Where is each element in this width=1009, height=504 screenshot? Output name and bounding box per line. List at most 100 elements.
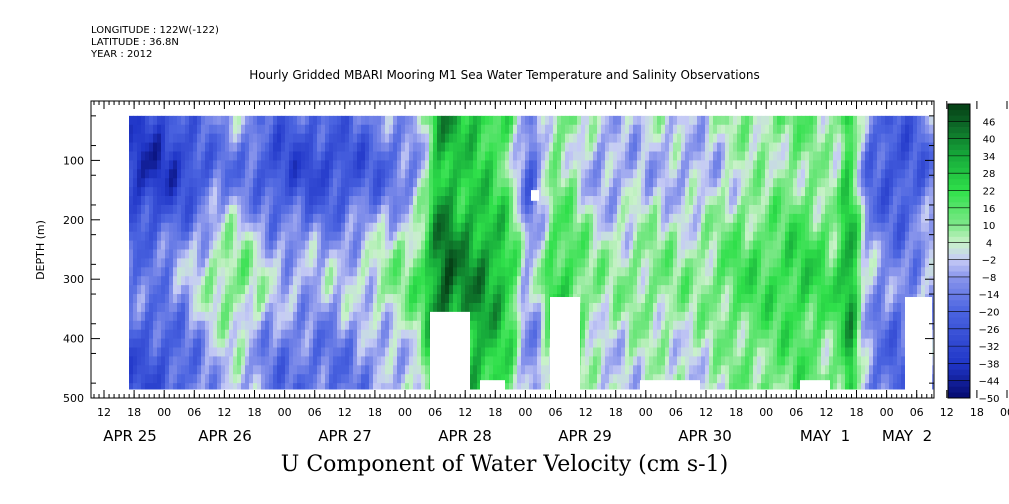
heatmap-cell <box>197 311 202 322</box>
heatmap-cell <box>181 276 186 286</box>
heatmap-cell <box>381 329 386 339</box>
heatmap-cell <box>261 374 266 384</box>
heatmap-cell <box>497 365 502 375</box>
heatmap-cell <box>361 374 366 384</box>
heatmap-cell <box>169 383 174 390</box>
heatmap-cell <box>333 213 338 224</box>
heatmap-cell <box>421 338 426 348</box>
heatmap-cell <box>457 151 462 161</box>
heatmap-cell <box>289 302 294 313</box>
heatmap-cell <box>461 240 466 250</box>
heatmap-cell <box>269 222 274 233</box>
heatmap-cell <box>701 302 706 313</box>
heatmap-cell <box>325 151 330 161</box>
heatmap-cell <box>409 124 414 135</box>
heatmap-cell <box>453 294 458 304</box>
heatmap-cell <box>713 151 718 161</box>
heatmap-cell <box>253 160 258 170</box>
heatmap-cell <box>509 160 514 170</box>
heatmap-cell <box>249 124 254 135</box>
heatmap-cell <box>537 311 542 322</box>
heatmap-cell <box>577 222 582 233</box>
heatmap-cell <box>229 124 234 135</box>
heatmap-cell <box>509 222 514 233</box>
heatmap-cell <box>241 142 246 152</box>
heatmap-cell <box>257 133 262 143</box>
heatmap-cell <box>197 142 202 152</box>
heatmap-cell <box>161 240 166 250</box>
heatmap-cell <box>577 178 582 188</box>
heatmap-cell <box>725 142 730 152</box>
heatmap-cell <box>717 133 722 143</box>
heatmap-cell <box>181 222 186 233</box>
heatmap-cell <box>537 178 542 188</box>
heatmap-cell <box>141 222 146 233</box>
heatmap-cell <box>401 178 406 188</box>
heatmap-cell <box>693 285 698 295</box>
heatmap-cell <box>249 258 254 268</box>
heatmap-cell <box>161 285 166 295</box>
heatmap-cell <box>417 285 422 295</box>
heatmap-cell <box>701 356 706 366</box>
heatmap-cell <box>669 169 674 179</box>
heatmap-cell <box>769 347 774 357</box>
heatmap-cell <box>425 347 430 357</box>
heatmap-cell <box>341 196 346 206</box>
heatmap-cell <box>677 365 682 375</box>
heatmap-cell <box>337 160 342 170</box>
heatmap-cell <box>749 213 754 224</box>
heatmap-cell <box>257 347 262 357</box>
heatmap-cell <box>521 142 526 152</box>
heatmap-cell <box>129 249 134 259</box>
heatmap-cell <box>281 356 286 366</box>
heatmap-cell <box>389 240 394 250</box>
heatmap-cell <box>757 196 762 206</box>
heatmap-cell <box>689 374 694 384</box>
heatmap-cell <box>589 124 594 135</box>
heatmap-cell <box>585 258 590 268</box>
heatmap-cell <box>221 240 226 250</box>
heatmap-cell <box>301 311 306 322</box>
heatmap-cell <box>593 142 598 152</box>
heatmap-cell <box>145 365 150 375</box>
heatmap-cell <box>141 151 146 161</box>
heatmap-cell <box>721 222 726 233</box>
heatmap-cell <box>473 178 478 188</box>
heatmap-cell <box>633 311 638 322</box>
heatmap-cell <box>141 311 146 322</box>
heatmap-cell <box>713 160 718 170</box>
heatmap-cell <box>653 311 658 322</box>
heatmap-cell <box>569 249 574 259</box>
heatmap-cell <box>601 231 606 241</box>
heatmap-cell <box>205 124 210 135</box>
plot-area <box>129 115 934 391</box>
heatmap-cell <box>317 160 322 170</box>
heatmap-cell <box>685 133 690 143</box>
heatmap-cell <box>629 302 634 313</box>
heatmap-cell <box>513 115 518 126</box>
heatmap-cell <box>701 124 706 135</box>
heatmap-cell <box>133 213 138 224</box>
heatmap-cell <box>225 329 230 339</box>
heatmap-cell <box>545 320 550 331</box>
heatmap-cell <box>601 347 606 357</box>
heatmap-cell <box>477 151 482 161</box>
heatmap-cell <box>189 249 194 259</box>
heatmap-cell <box>593 196 598 206</box>
heatmap-cell <box>393 222 398 233</box>
heatmap-cell <box>393 365 398 375</box>
heatmap-cell <box>573 178 578 188</box>
heatmap-cell <box>729 133 734 143</box>
heatmap-cell <box>609 222 614 233</box>
heatmap-cell <box>497 320 502 331</box>
heatmap-cell <box>649 302 654 313</box>
heatmap-cell <box>257 204 262 215</box>
heatmap-cell <box>241 151 246 161</box>
heatmap-cell <box>657 187 662 197</box>
heatmap-cell <box>193 267 198 277</box>
heatmap-cell <box>557 142 562 152</box>
heatmap-cell <box>577 285 582 295</box>
heatmap-cell <box>253 196 258 206</box>
heatmap-cell <box>301 258 306 268</box>
heatmap-cell <box>597 383 602 390</box>
